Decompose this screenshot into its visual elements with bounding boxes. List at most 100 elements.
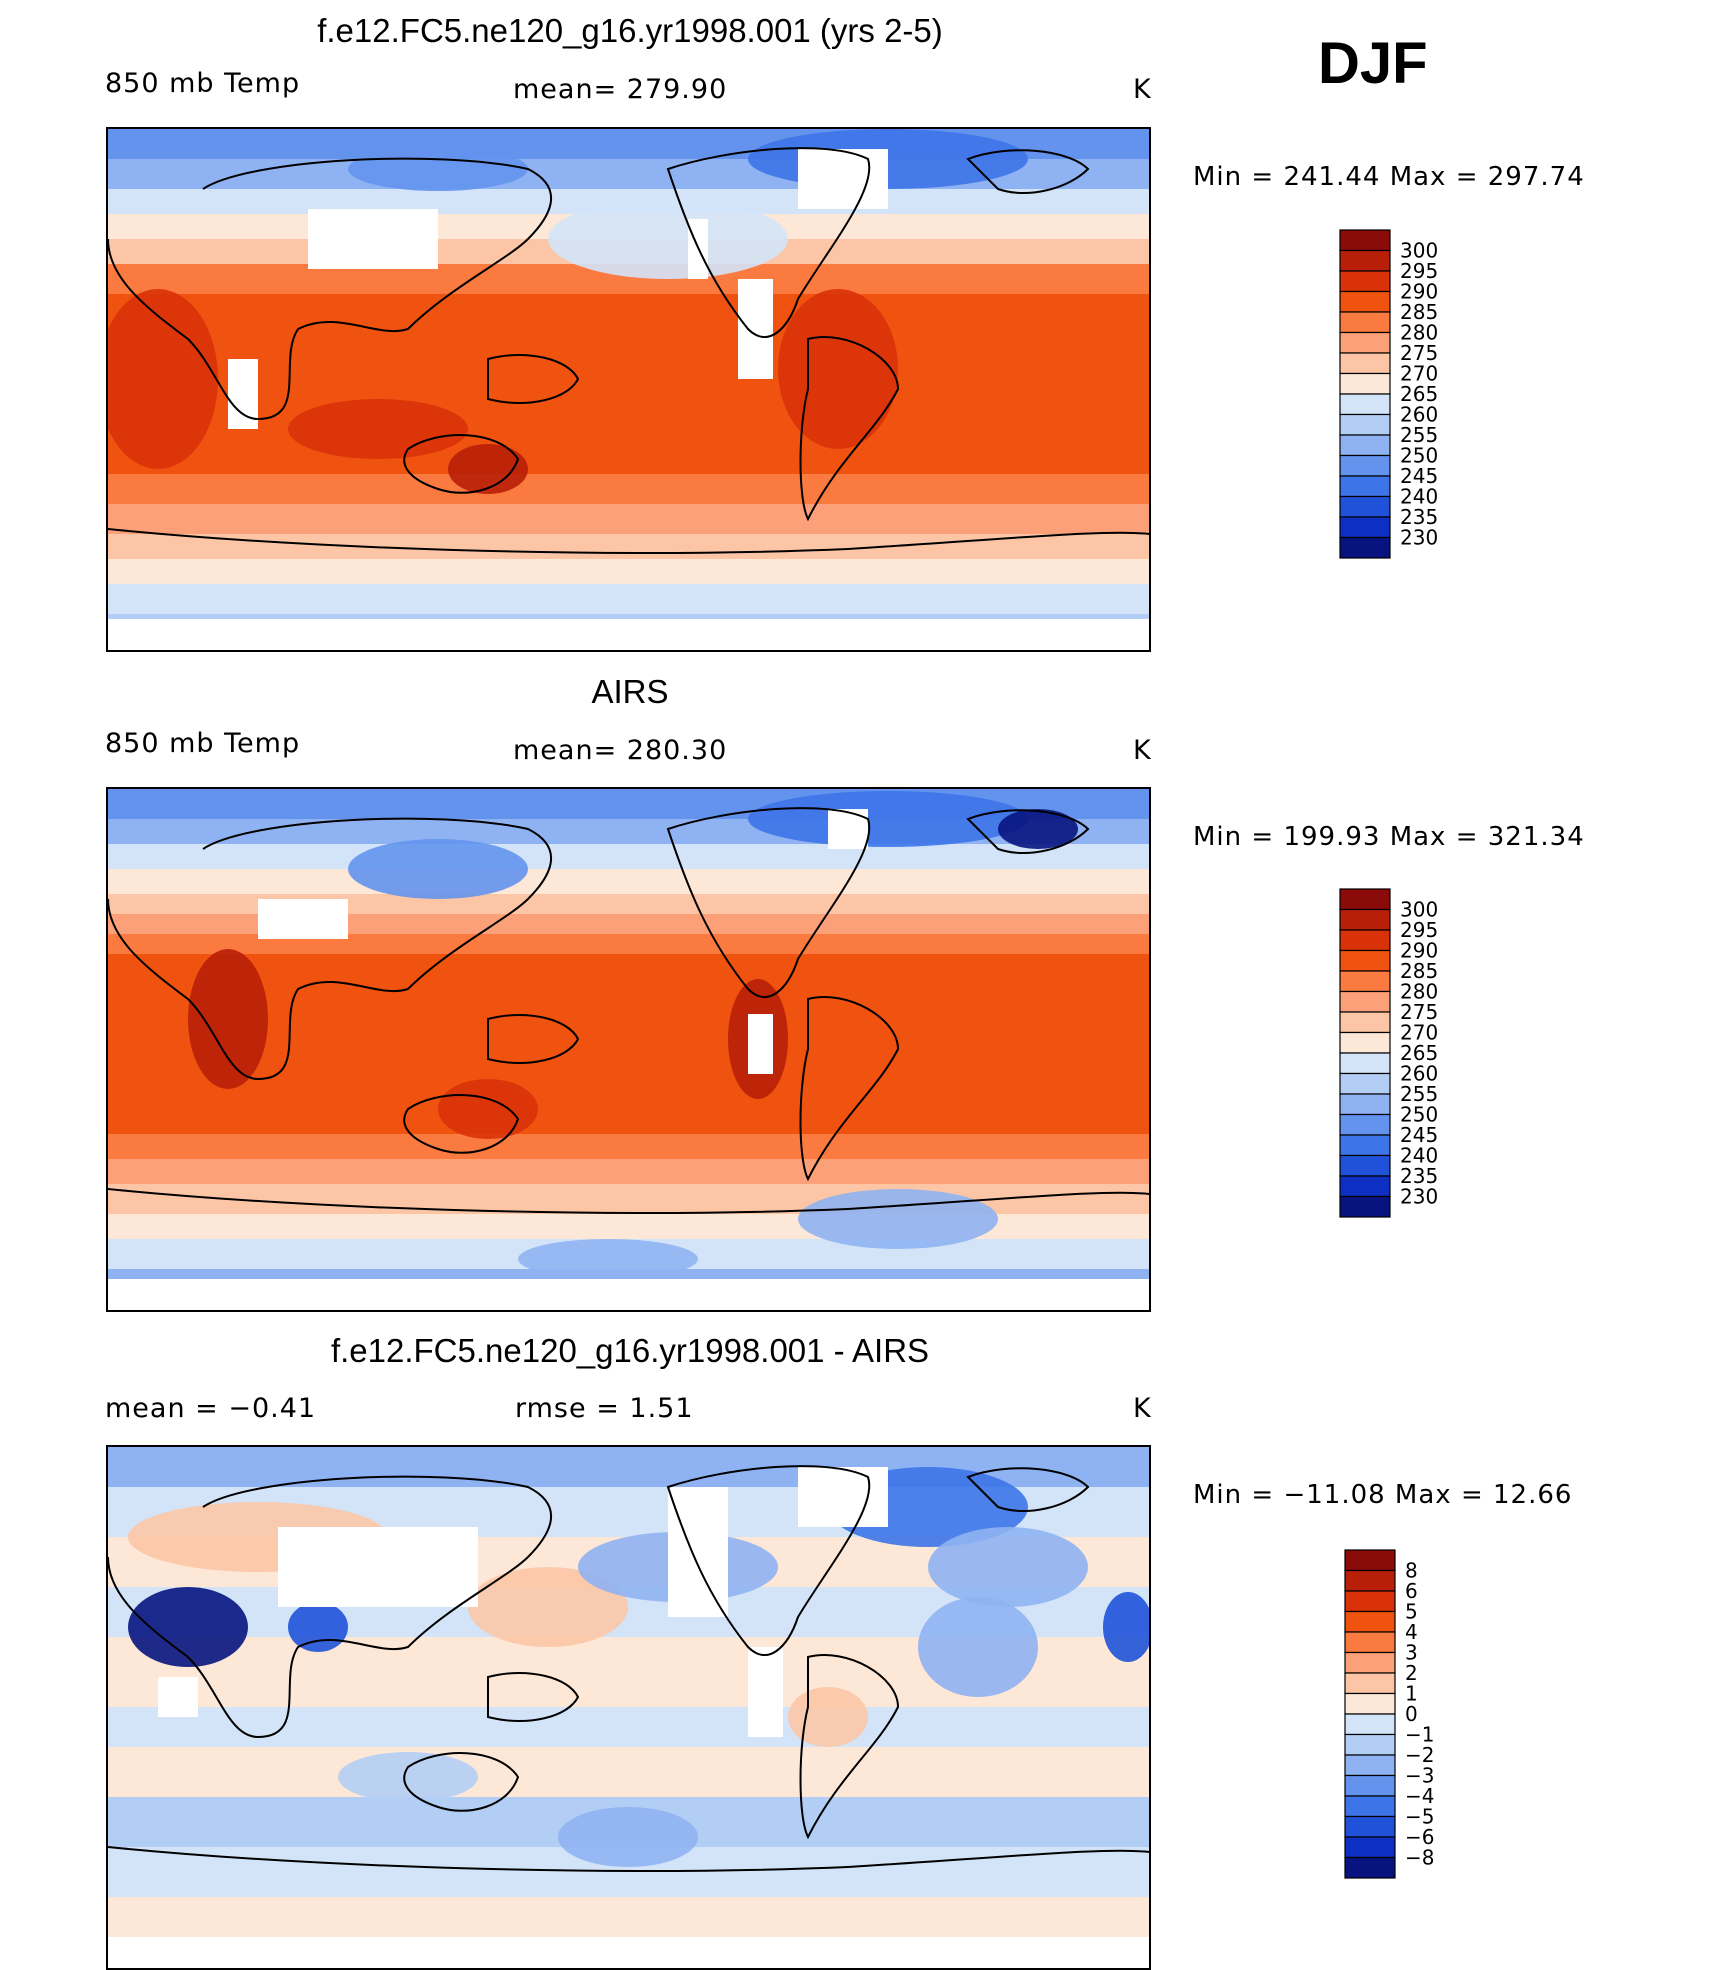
colorbar-swatch [1344, 1795, 1396, 1818]
colorbar-swatch [1339, 1011, 1391, 1034]
colorbar-swatch [1339, 1154, 1391, 1177]
minmax-obs: Min = 199.93 Max = 321.34 [1193, 822, 1585, 852]
colorbar-swatch [1339, 229, 1391, 252]
colorbar-tick-label: 1 [1405, 1682, 1418, 1706]
field-anomaly [348, 147, 528, 191]
field-anomaly [188, 949, 268, 1089]
panel-mean-label-diff: mean = −0.41 [105, 1393, 317, 1424]
colorbar-swatch [1344, 1590, 1396, 1613]
antarctica-mask [108, 619, 1149, 650]
colorbar-swatch [1344, 1815, 1396, 1838]
colorbar-tick-label: 285 [1400, 959, 1438, 983]
field-band [108, 1707, 1149, 1747]
colorbar-swatch [1339, 929, 1391, 952]
colorbar-swatch [1339, 1052, 1391, 1075]
colorbar-tick-label: 250 [1400, 444, 1438, 468]
field-anomaly [128, 1587, 248, 1667]
colorbar-swatch [1339, 249, 1391, 272]
colorbar-swatch [1339, 495, 1391, 518]
coastline-path [799, 996, 900, 1182]
colorbar-swatch [1339, 270, 1391, 293]
colorbar-swatch [1344, 1774, 1396, 1797]
colorbar-swatch [1339, 454, 1391, 477]
field-anomaly [928, 1527, 1088, 1607]
field-anomaly [548, 199, 788, 279]
colorbar-tick-label: 250 [1400, 1103, 1438, 1127]
colorbar-tick-label: −8 [1405, 1846, 1434, 1870]
colorbar-tick-label: 0 [1405, 1702, 1418, 1726]
colorbar-swatch [1339, 1195, 1391, 1218]
coastline-path [108, 1475, 552, 1739]
colorbar-tick-label: 290 [1400, 939, 1438, 963]
colorbar-tick-label: 260 [1400, 1062, 1438, 1086]
coastline-path [487, 354, 580, 404]
colorbar-model: 300 295 290 285 280 275 270 265 260 255 250 245 240 2… [1338, 228, 1478, 648]
missing-data-patch [668, 1487, 728, 1617]
colorbar-swatch [1344, 1610, 1396, 1633]
coastline-path [108, 1846, 1149, 1872]
colorbar-tick-label: 2 [1405, 1661, 1418, 1685]
colorbar-swatch [1339, 352, 1391, 375]
colorbar-svg-obs: 3002952902852802752702652602552502452402… [1339, 888, 1438, 1218]
colorbar-tick-label: −3 [1405, 1764, 1434, 1788]
field-anomaly [468, 1567, 628, 1647]
colorbar-tick-label: −1 [1405, 1723, 1434, 1747]
colorbar-swatch [1344, 1631, 1396, 1654]
field-band [108, 584, 1149, 614]
coastline-path [799, 1654, 900, 1840]
field-band [108, 954, 1149, 1134]
colorbar-swatch [1339, 1113, 1391, 1136]
map-panel-model [106, 127, 1151, 652]
coastline-path [108, 1188, 1149, 1214]
field-anomaly [338, 1752, 478, 1802]
colorbar-swatch [1339, 990, 1391, 1013]
field-anomaly [438, 1079, 538, 1139]
missing-data-patch [228, 359, 258, 429]
colorbar-tick-label: 265 [1400, 382, 1438, 406]
colorbar-tick-label: 8 [1405, 1559, 1418, 1583]
antarctica-mask [108, 1937, 1149, 1968]
missing-data-patch [748, 1647, 783, 1737]
field-anomaly [288, 399, 468, 459]
coastline-path [403, 1752, 520, 1812]
colorbar-tick-label: 260 [1400, 403, 1438, 427]
coastline-path [666, 807, 871, 999]
colorbar-swatch [1339, 434, 1391, 457]
colorbar-tick-label: −2 [1405, 1743, 1434, 1767]
field-anomaly [518, 1239, 698, 1279]
coastline-path [403, 1094, 520, 1154]
colorbar-swatch [1344, 1692, 1396, 1715]
field-anomaly [998, 809, 1078, 849]
field-anomaly [918, 1597, 1038, 1697]
colorbar-swatch [1339, 1175, 1391, 1198]
field-anomaly [348, 839, 528, 899]
missing-data-patch [738, 279, 773, 379]
missing-data-patch [308, 209, 438, 269]
colorbar-tick-label: 270 [1400, 1021, 1438, 1045]
coastlines [108, 147, 1149, 554]
colorbar-swatch [1344, 1651, 1396, 1674]
field-band [108, 534, 1149, 559]
colorbar-swatch [1339, 1134, 1391, 1157]
colorbar-tick-label: 230 [1400, 1185, 1438, 1209]
field-anomaly [798, 1189, 998, 1249]
missing-data-patch [798, 149, 888, 209]
minmax-model: Min = 241.44 Max = 297.74 [1193, 162, 1585, 192]
colorbar-swatch [1344, 1569, 1396, 1592]
colorbar-tick-label: 300 [1400, 898, 1438, 922]
panel-units-diff: K [1133, 1393, 1152, 1424]
coastline-path [487, 1672, 580, 1722]
colorbar-swatch [1339, 331, 1391, 354]
field-band [108, 1159, 1149, 1184]
colorbar-swatch [1344, 1733, 1396, 1756]
colorbar-swatch [1339, 475, 1391, 498]
field-band [108, 844, 1149, 869]
missing-data-patch [158, 1677, 198, 1717]
season-label: DJF [1318, 31, 1428, 96]
coastline-path [666, 1465, 871, 1657]
coastline-path [666, 147, 871, 339]
field-band [108, 934, 1149, 954]
missing-data-patch [278, 1527, 478, 1607]
field-anomaly [288, 1602, 348, 1652]
